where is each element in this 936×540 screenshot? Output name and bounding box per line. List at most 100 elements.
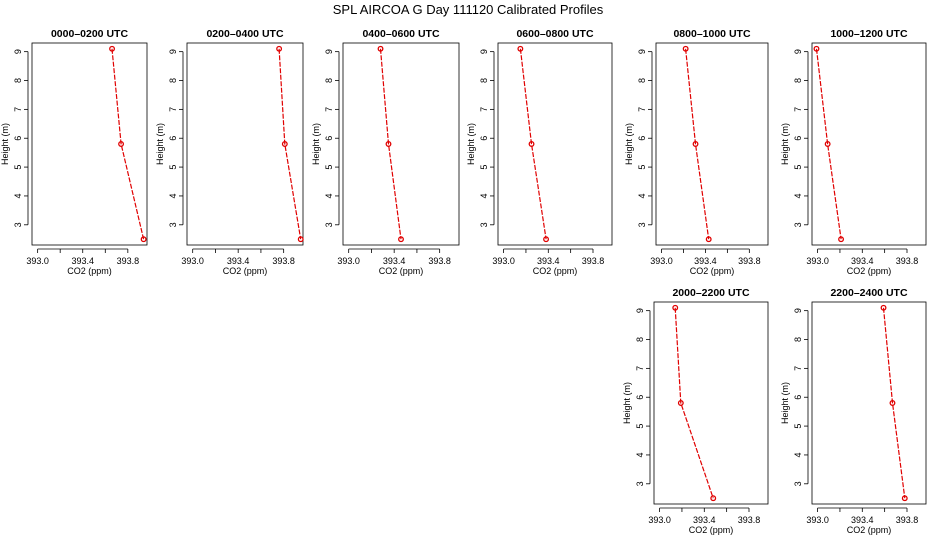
plot-frame: [811, 301, 927, 505]
y-tick-label: 5: [168, 165, 178, 170]
data-point: [710, 495, 717, 502]
x-axis-label: CO2 (ppm): [689, 525, 734, 535]
y-tick-label: 3: [324, 222, 334, 227]
x-axis-label: CO2 (ppm): [690, 266, 735, 276]
y-tick-label: 7: [324, 107, 334, 112]
y-tick-label: 5: [479, 165, 489, 170]
x-tick-label: 393.0: [181, 256, 204, 266]
y-tick-label: 7: [637, 107, 647, 112]
profile-line: [815, 48, 842, 240]
panel-title: 0600–0800 UTC: [516, 28, 593, 40]
x-tick-label: 393.4: [851, 515, 874, 525]
x-tick-label: 393.8: [428, 256, 451, 266]
y-tick-label: 8: [13, 78, 23, 83]
y-tick-label: 9: [635, 308, 645, 313]
x-tick-label: 393.4: [227, 256, 250, 266]
x-axis-label: CO2 (ppm): [223, 266, 268, 276]
y-tick-label: 9: [637, 49, 647, 54]
y-tick-label: 8: [168, 78, 178, 83]
y-tick-label: 6: [13, 136, 23, 141]
data-point: [889, 400, 896, 406]
y-tick-label: 4: [13, 193, 23, 198]
data-point: [517, 45, 524, 52]
y-tick-label: 3: [479, 222, 489, 227]
y-tick-label: 9: [793, 308, 803, 313]
data-point: [813, 45, 820, 52]
x-axis-label: CO2 (ppm): [847, 266, 892, 276]
x-tick-label: 393.0: [26, 256, 49, 266]
y-tick-label: 4: [793, 452, 803, 457]
x-axis-label: CO2 (ppm): [847, 525, 892, 535]
data-point: [528, 141, 535, 147]
profile-line: [111, 48, 145, 240]
profile-line: [519, 48, 547, 240]
x-tick-label: 393.8: [117, 256, 140, 266]
y-tick-label: 5: [635, 424, 645, 429]
x-tick-label: 393.4: [851, 256, 874, 266]
y-tick-label: 6: [793, 136, 803, 141]
y-tick-label: 4: [635, 452, 645, 457]
y-tick-label: 9: [479, 49, 489, 54]
panel-title: 0200–0400 UTC: [206, 28, 283, 40]
x-tick-label: 393.4: [694, 256, 717, 266]
y-tick-label: 3: [793, 222, 803, 227]
profile-line: [685, 48, 710, 240]
data-point: [705, 236, 712, 243]
panel-title: 0400–0600 UTC: [362, 28, 439, 40]
plot-frame: [655, 42, 769, 246]
panel-0: 0000–0200 UTC 393.0 393.4 393.8 CO2 (ppm) 3 4 5…: [0, 28, 148, 276]
data-point: [677, 400, 684, 406]
profile-line: [882, 307, 906, 499]
y-tick-label: 7: [168, 107, 178, 112]
x-tick-label: 393.8: [896, 256, 919, 266]
x-tick-label: 393.8: [738, 256, 761, 266]
y-axis-label: Height (m): [622, 382, 632, 424]
data-point: [377, 45, 384, 52]
x-tick-label: 393.8: [738, 515, 761, 525]
data-point: [692, 141, 699, 147]
data-point: [682, 45, 689, 52]
x-axis-label: CO2 (ppm): [67, 266, 112, 276]
x-tick-label: 393.0: [492, 256, 515, 266]
x-tick-label: 393.0: [337, 256, 360, 266]
y-tick-label: 6: [637, 136, 647, 141]
y-tick-label: 6: [168, 136, 178, 141]
data-point: [276, 45, 283, 52]
y-axis-label: Height (m): [780, 123, 790, 165]
y-tick-label: 4: [793, 193, 803, 198]
data-point: [672, 304, 679, 311]
y-axis-label: Height (m): [466, 123, 476, 165]
y-tick-label: 3: [635, 481, 645, 486]
profile-line: [674, 307, 714, 499]
y-tick-label: 4: [637, 193, 647, 198]
y-tick-label: 8: [637, 78, 647, 83]
y-tick-label: 7: [13, 107, 23, 112]
y-axis-label: Height (m): [0, 123, 10, 165]
y-tick-label: 5: [793, 424, 803, 429]
y-tick-label: 5: [13, 165, 23, 170]
data-point: [398, 236, 404, 243]
y-tick-label: 7: [635, 366, 645, 371]
y-tick-label: 3: [168, 222, 178, 227]
y-tick-label: 5: [637, 165, 647, 170]
y-tick-label: 7: [479, 107, 489, 112]
y-tick-label: 6: [479, 136, 489, 141]
panel-title: 0000–0200 UTC: [51, 28, 128, 40]
y-tick-label: 7: [793, 366, 803, 371]
y-tick-label: 6: [793, 395, 803, 400]
x-axis-label: CO2 (ppm): [379, 266, 424, 276]
y-tick-label: 3: [13, 222, 23, 227]
figure-title: SPL AIRCOA G Day 111120 Calibrated Profi…: [333, 2, 604, 17]
x-tick-label: 393.0: [806, 256, 829, 266]
x-axis-label: CO2 (ppm): [533, 266, 578, 276]
y-axis-label: Height (m): [624, 123, 634, 165]
profile-line: [379, 48, 402, 240]
data-point: [824, 141, 831, 147]
panel-title: 2200–2400 UTC: [830, 287, 907, 299]
x-tick-label: 393.8: [272, 256, 295, 266]
y-tick-label: 5: [324, 165, 334, 170]
panel-3: 0600–0800 UTC 393.0 393.4 393.8 CO2 (ppm) 3 4 5…: [466, 28, 613, 276]
